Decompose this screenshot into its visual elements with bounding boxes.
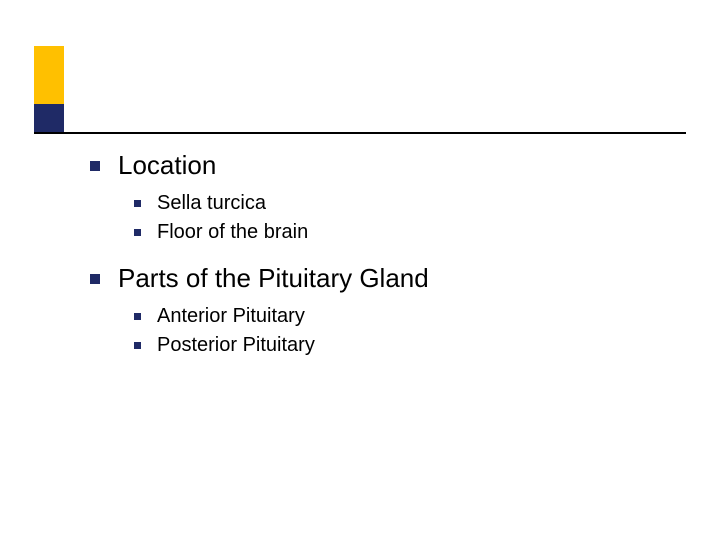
list-item: Floor of the brain [134,220,429,245]
list-item-label: Location [118,150,216,181]
square-bullet-icon [90,274,100,284]
square-bullet-icon [134,229,141,236]
accent-block-yellow [34,46,64,104]
square-bullet-icon [134,200,141,207]
list-item: Anterior Pituitary [134,304,429,329]
list-item-label: Parts of the Pituitary Gland [118,263,429,294]
outline-list: Location Sella turcica Floor of the brai… [90,150,429,358]
list-item: Parts of the Pituitary Gland Anterior Pi… [90,263,429,358]
list-item: Location Sella turcica Floor of the brai… [90,150,429,245]
square-bullet-icon [134,342,141,349]
list-row: Location [90,150,429,181]
list-item-label: Sella turcica [157,191,266,216]
slide: Location Sella turcica Floor of the brai… [0,0,720,540]
list-item-label: Posterior Pituitary [157,333,315,358]
list-item: Posterior Pituitary [134,333,429,358]
sub-list: Anterior Pituitary Posterior Pituitary [134,304,429,358]
list-item-label: Floor of the brain [157,220,308,245]
square-bullet-icon [90,161,100,171]
sub-list: Sella turcica Floor of the brain [134,191,429,245]
accent-block-navy [34,104,64,132]
list-row: Parts of the Pituitary Gland [90,263,429,294]
horizontal-rule [34,132,686,134]
square-bullet-icon [134,313,141,320]
content-area: Location Sella turcica Floor of the brai… [90,150,429,376]
list-item-label: Anterior Pituitary [157,304,305,329]
list-item: Sella turcica [134,191,429,216]
